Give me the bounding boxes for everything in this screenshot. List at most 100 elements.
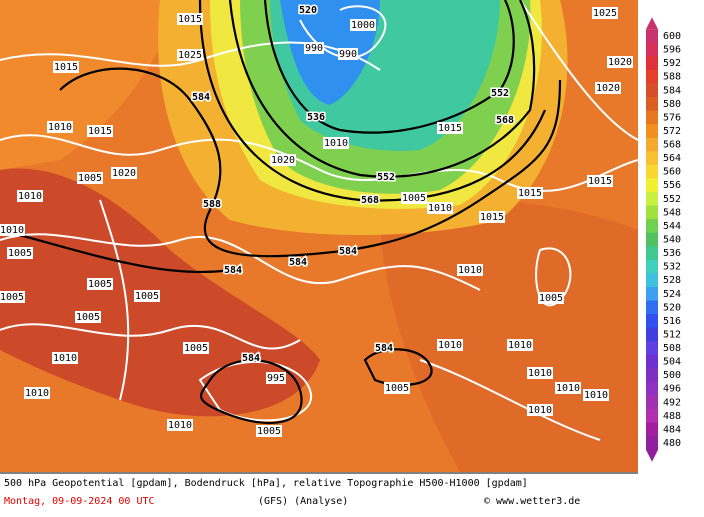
isobar-label: 990 <box>339 49 357 60</box>
colorbar-label: 484 <box>663 424 681 435</box>
isobar-label: 1010 <box>528 368 552 379</box>
colorbar-label: 584 <box>663 85 681 96</box>
isobar-label: 1020 <box>608 57 632 68</box>
isobar-label: 1005 <box>88 279 112 290</box>
colorbar-swatch <box>646 354 658 369</box>
isobar-label-box <box>183 342 209 354</box>
isobar-label-box <box>592 7 618 19</box>
isobar-label-box <box>517 187 543 199</box>
isobar-label-box <box>177 13 203 25</box>
isobar-label-box <box>527 404 553 416</box>
isobar-label: 1005 <box>78 173 102 184</box>
isobar-label-box <box>507 339 533 351</box>
colorbar-label: 548 <box>663 207 681 218</box>
isobar-label: 1010 <box>458 265 482 276</box>
colorbar-label: 524 <box>663 289 681 300</box>
isobar-label: 1010 <box>48 122 72 133</box>
isobar-label: 1020 <box>596 83 620 94</box>
geopotential-label: 552 <box>377 172 395 183</box>
isobar-label: 1010 <box>556 383 580 394</box>
geopotential-label: 552 <box>491 88 509 99</box>
colorbar-label: 556 <box>663 180 681 191</box>
isobar-label-box <box>256 425 282 437</box>
footer-model: (GFS) (Analyse) <box>258 496 348 507</box>
colorbar-label: 492 <box>663 397 681 408</box>
isobar-label-box <box>457 264 483 276</box>
colorbar-swatch <box>646 327 658 342</box>
colorbar-label: 596 <box>663 45 681 56</box>
colorbar-swatch <box>646 56 658 71</box>
isobar-label: 1015 <box>438 123 462 134</box>
isobar-label-box <box>52 352 78 364</box>
colorbar-swatch <box>646 137 658 152</box>
colorbar-swatch <box>646 29 658 44</box>
isobar-label: 1015 <box>88 126 112 137</box>
isobar-label: 1010 <box>53 353 77 364</box>
geopotential-label: 584 <box>192 92 210 103</box>
isobar-label: 995 <box>267 373 285 384</box>
isobar-label: 1010 <box>168 420 192 431</box>
isobar-label-box <box>479 211 505 223</box>
colorbar-swatch <box>646 205 658 220</box>
isobar-label: 1010 <box>584 390 608 401</box>
colorbar-swatch <box>646 83 658 98</box>
map-labels: 1015102599099010001020101010051010101510… <box>0 4 633 437</box>
isobar-label-box <box>177 49 203 61</box>
isobar-label-box <box>24 387 50 399</box>
isobar-label: 1010 <box>428 203 452 214</box>
geopotential-label: 536 <box>307 112 325 123</box>
colorbar-swatch <box>646 314 658 329</box>
colorbar-label: 592 <box>663 58 681 69</box>
colorbar-label: 516 <box>663 316 681 327</box>
isobar-label: 1010 <box>324 138 348 149</box>
isobar-label: 1005 <box>257 426 281 437</box>
isobar-label-box <box>167 419 193 431</box>
isobar-label-box <box>77 172 103 184</box>
colorbar-swatch <box>646 124 658 139</box>
colorbar-label: 500 <box>663 370 681 381</box>
isobar-label-box <box>304 42 324 54</box>
isobar-label-box <box>401 192 427 204</box>
isobar-label: 1010 <box>18 191 42 202</box>
isobar-label-box <box>323 137 349 149</box>
isobar-label: 1010 <box>0 225 24 236</box>
isobar-label: 1015 <box>54 62 78 73</box>
colorbar-swatch <box>646 192 658 207</box>
colorbar-label: 552 <box>663 194 681 205</box>
geopotential-label: 584 <box>242 353 260 364</box>
isobar-label: 1010 <box>528 405 552 416</box>
isobar-label-box <box>87 278 113 290</box>
colorbar-swatch <box>646 42 658 57</box>
isobar-label-box <box>437 122 463 134</box>
geopotential-label: 584 <box>375 343 393 354</box>
isobar-label: 1005 <box>184 343 208 354</box>
colorbar-swatch <box>646 422 658 437</box>
isobar-label-box <box>87 125 113 137</box>
colorbar-label: 488 <box>663 411 681 422</box>
isobar-label-box <box>350 19 376 31</box>
isobar-label-box <box>587 175 613 187</box>
isobar-label-box <box>75 311 101 323</box>
geopotential-label: 588 <box>203 199 221 210</box>
isobar-label: 990 <box>305 43 323 54</box>
isobar-label: 1005 <box>539 293 563 304</box>
colorbar-swatch <box>646 232 658 247</box>
isobar-label: 1010 <box>25 388 49 399</box>
isobar-label-box <box>266 372 286 384</box>
colorbar-swatch <box>646 97 658 112</box>
colorbar-top-arrow <box>646 17 658 30</box>
isobar-label: 1010 <box>438 340 462 351</box>
footer-date: Montag, 09-09-2024 00 UTC <box>4 496 155 507</box>
isobar-label: 1005 <box>402 193 426 204</box>
geopotential-label: 520 <box>299 5 317 16</box>
colorbar-label: 600 <box>663 31 681 42</box>
colorbar-swatch <box>646 246 658 261</box>
colorbar-swatch <box>646 151 658 166</box>
colorbar-label: 564 <box>663 153 681 164</box>
isobar-label-box <box>7 247 33 259</box>
colorbar-label: 480 <box>663 438 681 449</box>
colorbar-label: 560 <box>663 167 681 178</box>
colorbar-label: 568 <box>663 140 681 151</box>
isobar-label: 1010 <box>508 340 532 351</box>
